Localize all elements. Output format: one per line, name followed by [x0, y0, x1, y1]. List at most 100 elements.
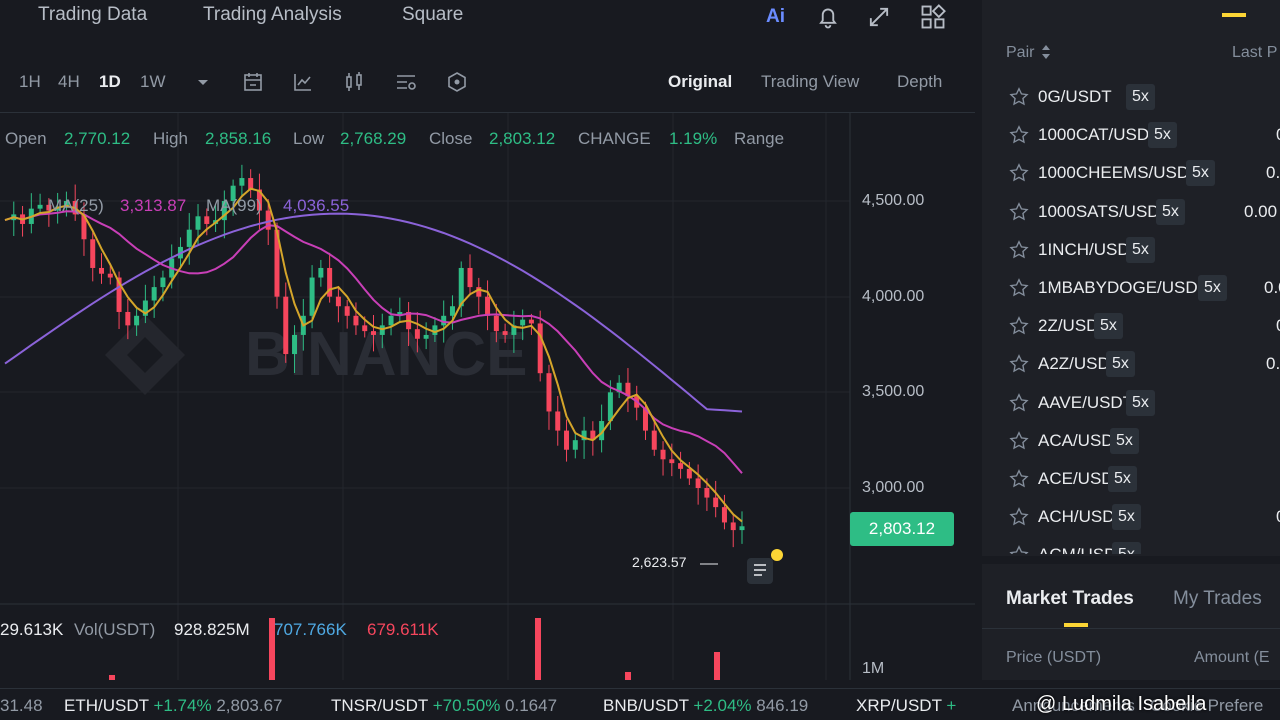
- volume-bars: [109, 618, 720, 680]
- candle-body: [186, 229, 192, 247]
- volume-bar: [535, 618, 541, 680]
- timeframe-1d[interactable]: 1D: [99, 72, 121, 91]
- timeframe-1w[interactable]: 1W: [140, 72, 166, 91]
- pair-row[interactable]: 0G/USDT 5x: [1008, 84, 1280, 114]
- candle-body: [590, 430, 596, 441]
- candle-body: [642, 407, 648, 431]
- pair-row[interactable]: ACA/USDT 5x: [1008, 427, 1280, 458]
- timeframe-dropdown-icon[interactable]: [190, 70, 216, 94]
- indicator-icon[interactable]: [290, 70, 316, 94]
- axis-label-4000: 4,000.00: [862, 288, 925, 305]
- star-icon[interactable]: [1008, 430, 1030, 452]
- star-icon[interactable]: [1008, 124, 1030, 146]
- star-icon[interactable]: [1008, 86, 1030, 108]
- volume-bar: [625, 672, 631, 680]
- pair-name: ACM/USDT: [1038, 545, 1127, 554]
- nav-square[interactable]: Square: [402, 4, 464, 25]
- last-price-tag: 2,803.12: [850, 512, 954, 546]
- ai-button[interactable]: Ai: [766, 6, 785, 27]
- star-icon[interactable]: [1008, 239, 1030, 261]
- volume-value: 928.825M: [174, 620, 250, 639]
- nav-trading-analysis[interactable]: Trading Analysis: [203, 4, 342, 25]
- fullscreen-icon[interactable]: [865, 3, 893, 31]
- view-trading-view[interactable]: Trading View: [761, 72, 860, 91]
- star-icon[interactable]: [1008, 162, 1030, 184]
- candle-body: [256, 189, 262, 211]
- pair-row[interactable]: 1000SATS/USDT 5x 0.00: [1008, 198, 1280, 229]
- sort-icon[interactable]: [1040, 43, 1052, 61]
- pair-price: 0: [1276, 507, 1280, 527]
- candle-body: [99, 267, 105, 274]
- view-original[interactable]: Original: [668, 72, 733, 91]
- star-icon[interactable]: [1008, 315, 1030, 337]
- change-value: 1.19%: [669, 129, 718, 148]
- candle-body: [704, 488, 710, 498]
- pair-price: 0.: [1266, 163, 1280, 183]
- candle-body: [292, 334, 298, 355]
- ticker-item-eth[interactable]: ETH/USDT +1.74% 2,803.67: [64, 696, 283, 715]
- star-icon[interactable]: [1008, 201, 1030, 223]
- leverage-badge: 5x: [1156, 198, 1185, 225]
- pair-row[interactable]: AAVE/USDT 5x: [1008, 389, 1280, 420]
- tab-market-trades[interactable]: Market Trades: [1006, 588, 1134, 609]
- price-chart[interactable]: BINANCE: [0, 113, 975, 680]
- top-nav: Trading Data Trading Analysis Square Ai: [0, 0, 975, 36]
- candle-body: [739, 526, 745, 531]
- candle-body: [572, 440, 578, 450]
- nav-trading-data[interactable]: Trading Data: [38, 4, 148, 25]
- candle-body: [265, 210, 271, 230]
- view-depth[interactable]: Depth: [897, 72, 943, 91]
- candle-body: [134, 315, 140, 326]
- ticker-item-tnsr[interactable]: TNSR/USDT +70.50% 0.1647: [331, 696, 558, 715]
- star-icon[interactable]: [1008, 353, 1030, 375]
- candle-body: [686, 468, 692, 479]
- tab-my-trades[interactable]: My Trades: [1173, 588, 1262, 609]
- leverage-badge: 5x: [1112, 504, 1141, 531]
- timeframe-1h[interactable]: 1H: [19, 72, 41, 91]
- hexagon-icon[interactable]: [444, 70, 470, 94]
- star-icon[interactable]: [1008, 544, 1030, 555]
- pair-row[interactable]: 1INCH/USDT 5x: [1008, 236, 1280, 267]
- candle-type-icon[interactable]: [341, 70, 367, 94]
- star-icon[interactable]: [1008, 392, 1030, 414]
- ma99-line: [4, 212, 743, 413]
- volume-bar: [269, 618, 275, 680]
- candle-body: [248, 178, 254, 190]
- candle-body: [309, 277, 315, 316]
- pair-name: ACE/USDT: [1038, 469, 1124, 488]
- star-icon[interactable]: [1008, 468, 1030, 490]
- star-icon[interactable]: [1008, 277, 1030, 299]
- candle-body: [721, 507, 727, 523]
- pair-row[interactable]: ACE/USDT 5x: [1008, 466, 1280, 496]
- pair-column-header[interactable]: Pair: [1006, 44, 1035, 61]
- layout-grid-icon[interactable]: [919, 3, 947, 31]
- change-label: CHANGE: [578, 129, 651, 148]
- settings-list-icon[interactable]: [393, 70, 419, 94]
- open-label: Open: [5, 129, 47, 148]
- last-price-column-header[interactable]: Last P: [1232, 44, 1278, 61]
- calendar-icon[interactable]: [240, 70, 266, 94]
- low-value: 2,768.29: [340, 129, 407, 148]
- leverage-badge: 5x: [1186, 160, 1215, 187]
- candle-body: [449, 306, 455, 316]
- low-price-marker: 2,623.57: [632, 554, 687, 570]
- candle-body: [221, 201, 227, 221]
- ticker-item-bnb[interactable]: BNB/USDT +2.04% 846.19: [603, 696, 809, 715]
- active-tab-indicator: [1222, 13, 1246, 17]
- pair-row[interactable]: A2Z/USDT 5x 0.: [1008, 351, 1280, 381]
- star-icon[interactable]: [1008, 506, 1030, 528]
- timeframe-4h[interactable]: 4H: [58, 72, 80, 91]
- candle-body: [485, 296, 491, 316]
- announcements-link[interactable]: Announcements: [1012, 696, 1135, 715]
- pair-name: 1000SATS/USDT: [1038, 201, 1170, 221]
- candle-body: [46, 204, 52, 211]
- ticker-item-xrp[interactable]: XRP/USDT +: [856, 696, 957, 715]
- pair-row[interactable]: 1000CHEEMS/USDT 5x 0.: [1008, 160, 1280, 190]
- cookie-preferences-link[interactable]: Cookie Prefere: [1150, 696, 1264, 715]
- bell-icon[interactable]: [814, 3, 842, 31]
